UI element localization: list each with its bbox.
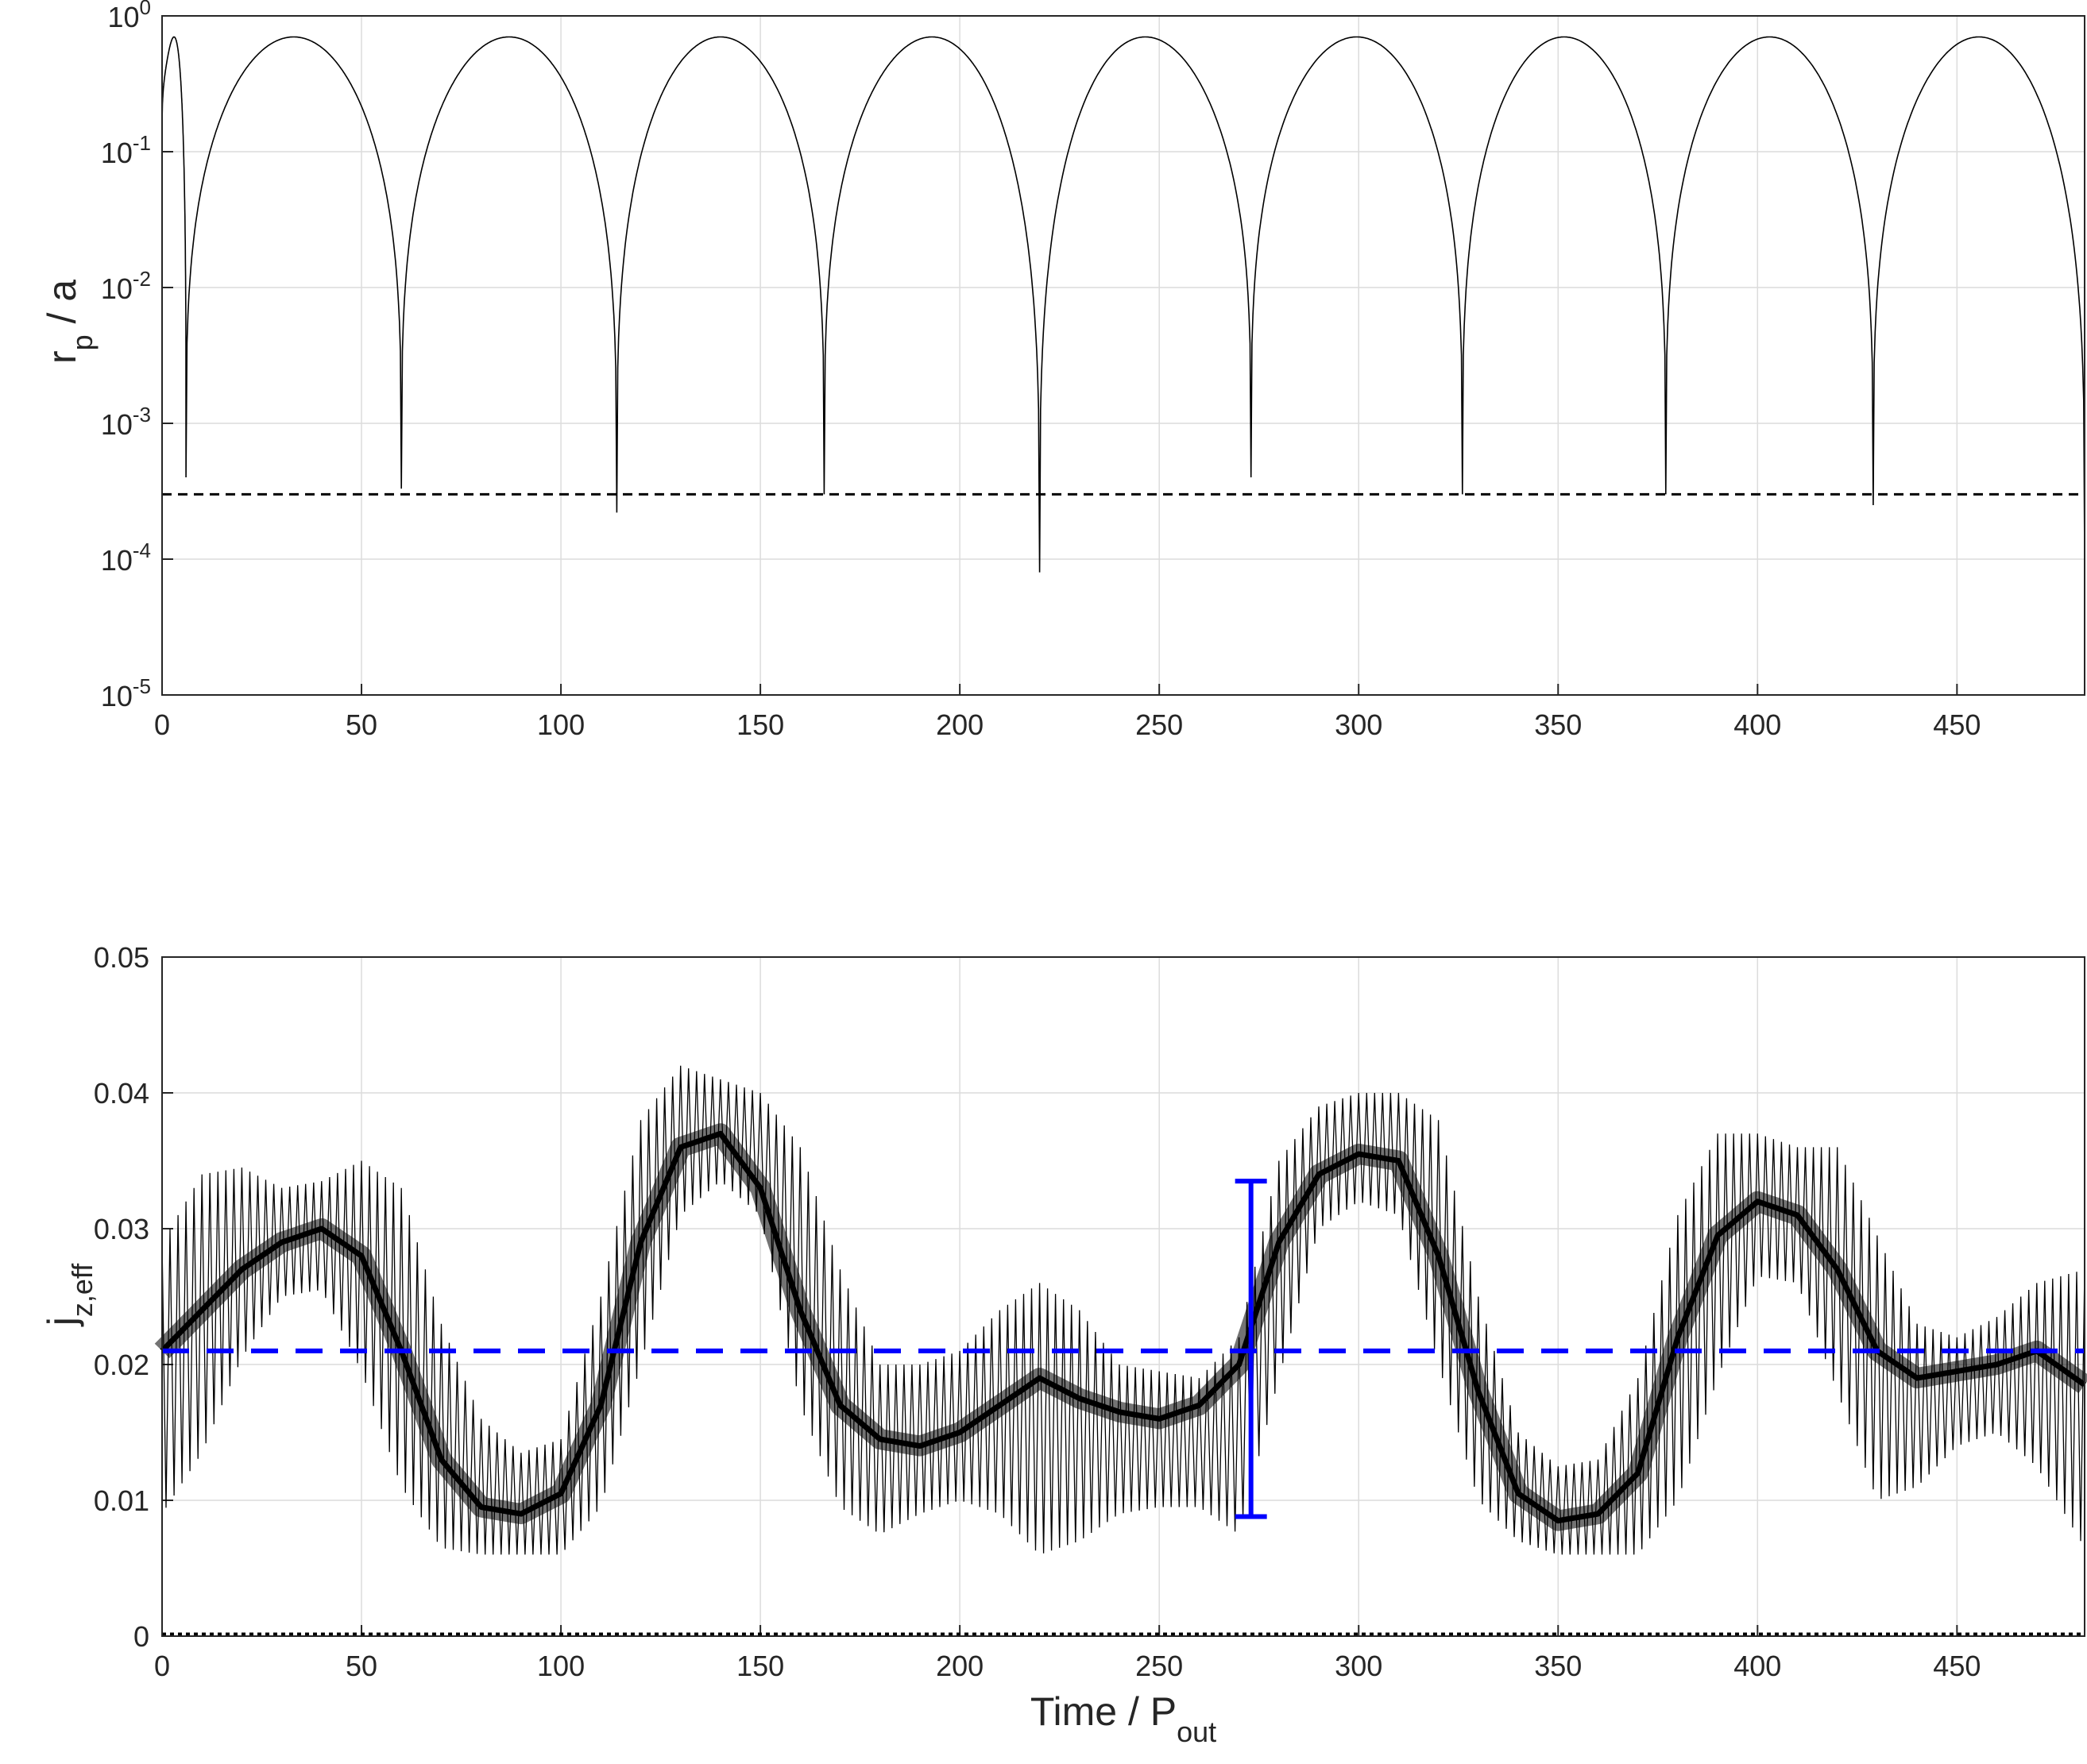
bottom-x-tick-label: 300	[1335, 1650, 1382, 1682]
top-x-tick-label: 250	[1135, 708, 1183, 741]
bottom-y-tick-label: 0.01	[94, 1484, 149, 1517]
bottom-jz-oscillation-band	[161, 1065, 2085, 1555]
bottom-x-tick-label: 400	[1733, 1650, 1781, 1682]
top-y-tick-label: 10-5	[101, 674, 151, 712]
bottom-x-tick-label: 200	[936, 1650, 984, 1682]
top-x-tick-label: 200	[936, 708, 984, 741]
top-x-tick-label: 450	[1933, 708, 1981, 741]
bottom-y-tick-label: 0	[133, 1620, 149, 1653]
bottom-y-tick-label: 0.03	[94, 1213, 149, 1245]
top-data-layer	[161, 36, 2085, 573]
top-x-tick-label: 300	[1335, 708, 1382, 741]
bottom-x-axis-label: Time / Pout	[1030, 1689, 1216, 1748]
top-y-tick-label: 10-1	[101, 131, 151, 169]
top-y-tick-label: 10-4	[101, 538, 151, 577]
bottom-y-tick-labels: 0 0.01 0.02 0.03 0.04 0.05	[94, 941, 149, 1653]
top-x-tick-label: 100	[537, 708, 585, 741]
top-y-axis-label: rp / a	[40, 280, 99, 364]
bottom-panel-jz-eff: 0 50 100 150 200 250 300 350 400 450 0 0.01 0.02 0.0…	[40, 941, 2087, 1748]
top-x-tick-label: 0	[154, 708, 170, 741]
bottom-x-tick-label: 450	[1933, 1650, 1981, 1682]
bottom-y-tick-label: 0.05	[94, 941, 149, 974]
top-x-tick-label: 400	[1733, 708, 1781, 741]
bottom-x-tick-labels: 0 50 100 150 200 250 300 350 400 450	[154, 1650, 1981, 1682]
bottom-y-tick-label: 0.04	[94, 1077, 149, 1110]
bottom-x-tick-label: 0	[154, 1650, 170, 1682]
top-y-tick-label: 100	[107, 0, 151, 33]
top-x-tick-labels: 0 50 100 150 200 250 300 350 400 450	[154, 708, 1981, 741]
top-panel-rp-over-a: 0 50 100 150 200 250 300 350 400 450 10-5 10-4 10-3…	[40, 0, 2085, 741]
top-x-tick-label: 50	[346, 708, 377, 741]
bottom-y-tick-label: 0.02	[94, 1349, 149, 1381]
top-gridlines	[161, 15, 2085, 696]
bottom-x-tick-label: 50	[346, 1650, 377, 1682]
bottom-y-axis-label: jz,eff	[40, 1263, 99, 1327]
top-axes-box	[161, 15, 2085, 696]
bottom-axes-box	[161, 956, 2085, 1637]
top-x-tick-label: 350	[1534, 708, 1582, 741]
top-y-tick-labels: 10-5 10-4 10-3 10-2 10-1 100	[101, 0, 151, 712]
top-rp-series-line	[161, 36, 2085, 573]
bottom-jz-mean-line	[160, 1130, 2087, 1524]
bottom-x-tick-label: 250	[1135, 1650, 1183, 1682]
top-y-tick-label: 10-2	[101, 267, 151, 305]
bottom-x-tick-label: 350	[1534, 1650, 1582, 1682]
bottom-data-layer	[154, 1065, 2087, 1637]
bottom-x-tick-label: 150	[736, 1650, 784, 1682]
top-y-tick-label: 10-3	[101, 403, 151, 441]
bottom-x-tick-label: 100	[537, 1650, 585, 1682]
top-x-tick-label: 150	[736, 708, 784, 741]
